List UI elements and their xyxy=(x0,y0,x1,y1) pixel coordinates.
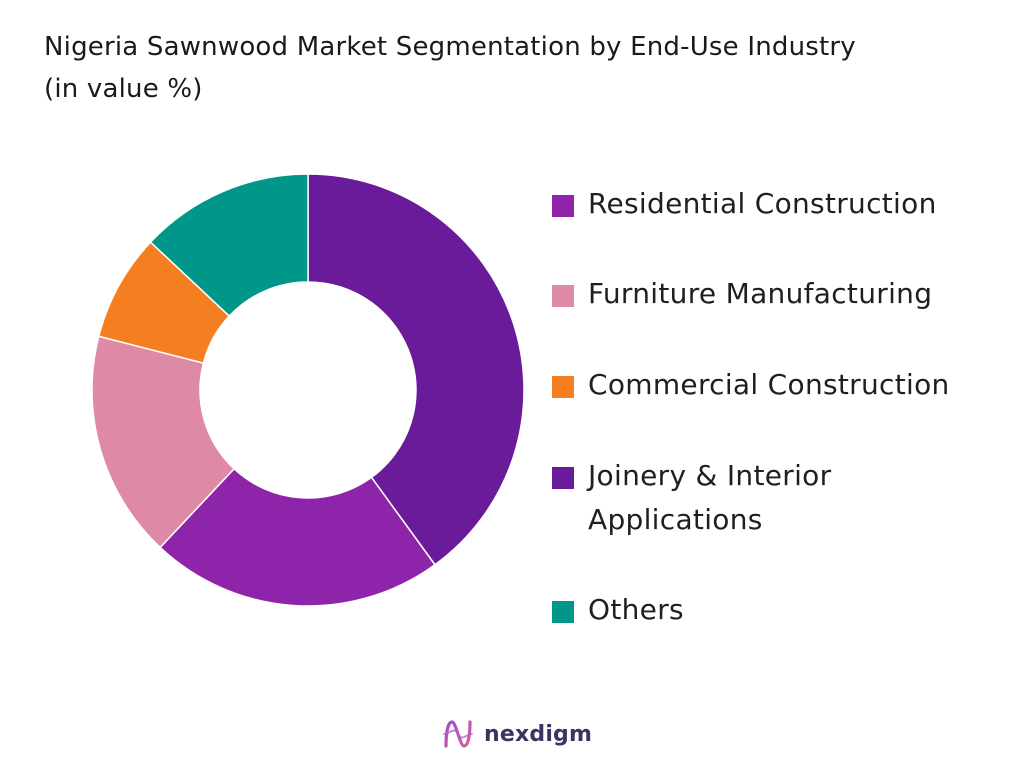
legend-label: Joinery & Interior Applications xyxy=(588,454,831,542)
legend-swatch xyxy=(552,285,574,307)
legend-swatch xyxy=(552,195,574,217)
legend-item: Furniture Manufacturing xyxy=(552,272,932,316)
legend-item: Joinery & Interior Applications xyxy=(552,454,831,542)
chart-title-text: Nigeria Sawnwood Market Segmentation by … xyxy=(44,32,856,62)
donut-slice xyxy=(91,335,236,549)
legend-label: Commercial Construction xyxy=(588,368,950,401)
legend-item: Commercial Construction xyxy=(552,363,950,407)
legend-label: Residential Construction xyxy=(588,187,937,220)
donut-slice xyxy=(149,173,309,318)
legend-label-line-1: Joinery & Interior xyxy=(588,459,832,492)
brand-logo: nexdigm xyxy=(440,716,592,752)
chart-subtitle: (in value %) xyxy=(44,74,203,104)
brand-name: nexdigm xyxy=(484,721,593,747)
legend-label-line-2: Applications xyxy=(588,503,763,536)
legend-item: Residential Construction xyxy=(552,182,937,226)
nexdigm-logo-icon xyxy=(443,720,473,748)
legend-label: Others xyxy=(588,593,684,626)
donut-slice xyxy=(307,173,525,566)
chart-title: Nigeria Sawnwood Market Segmentation by … xyxy=(44,26,1014,110)
legend-label: Furniture Manufacturing xyxy=(588,277,933,310)
donut-slice xyxy=(159,467,437,607)
legend-swatch xyxy=(552,467,574,489)
legend-swatch xyxy=(552,601,574,623)
legend-swatch xyxy=(552,376,574,398)
legend-item: Others xyxy=(552,588,684,632)
